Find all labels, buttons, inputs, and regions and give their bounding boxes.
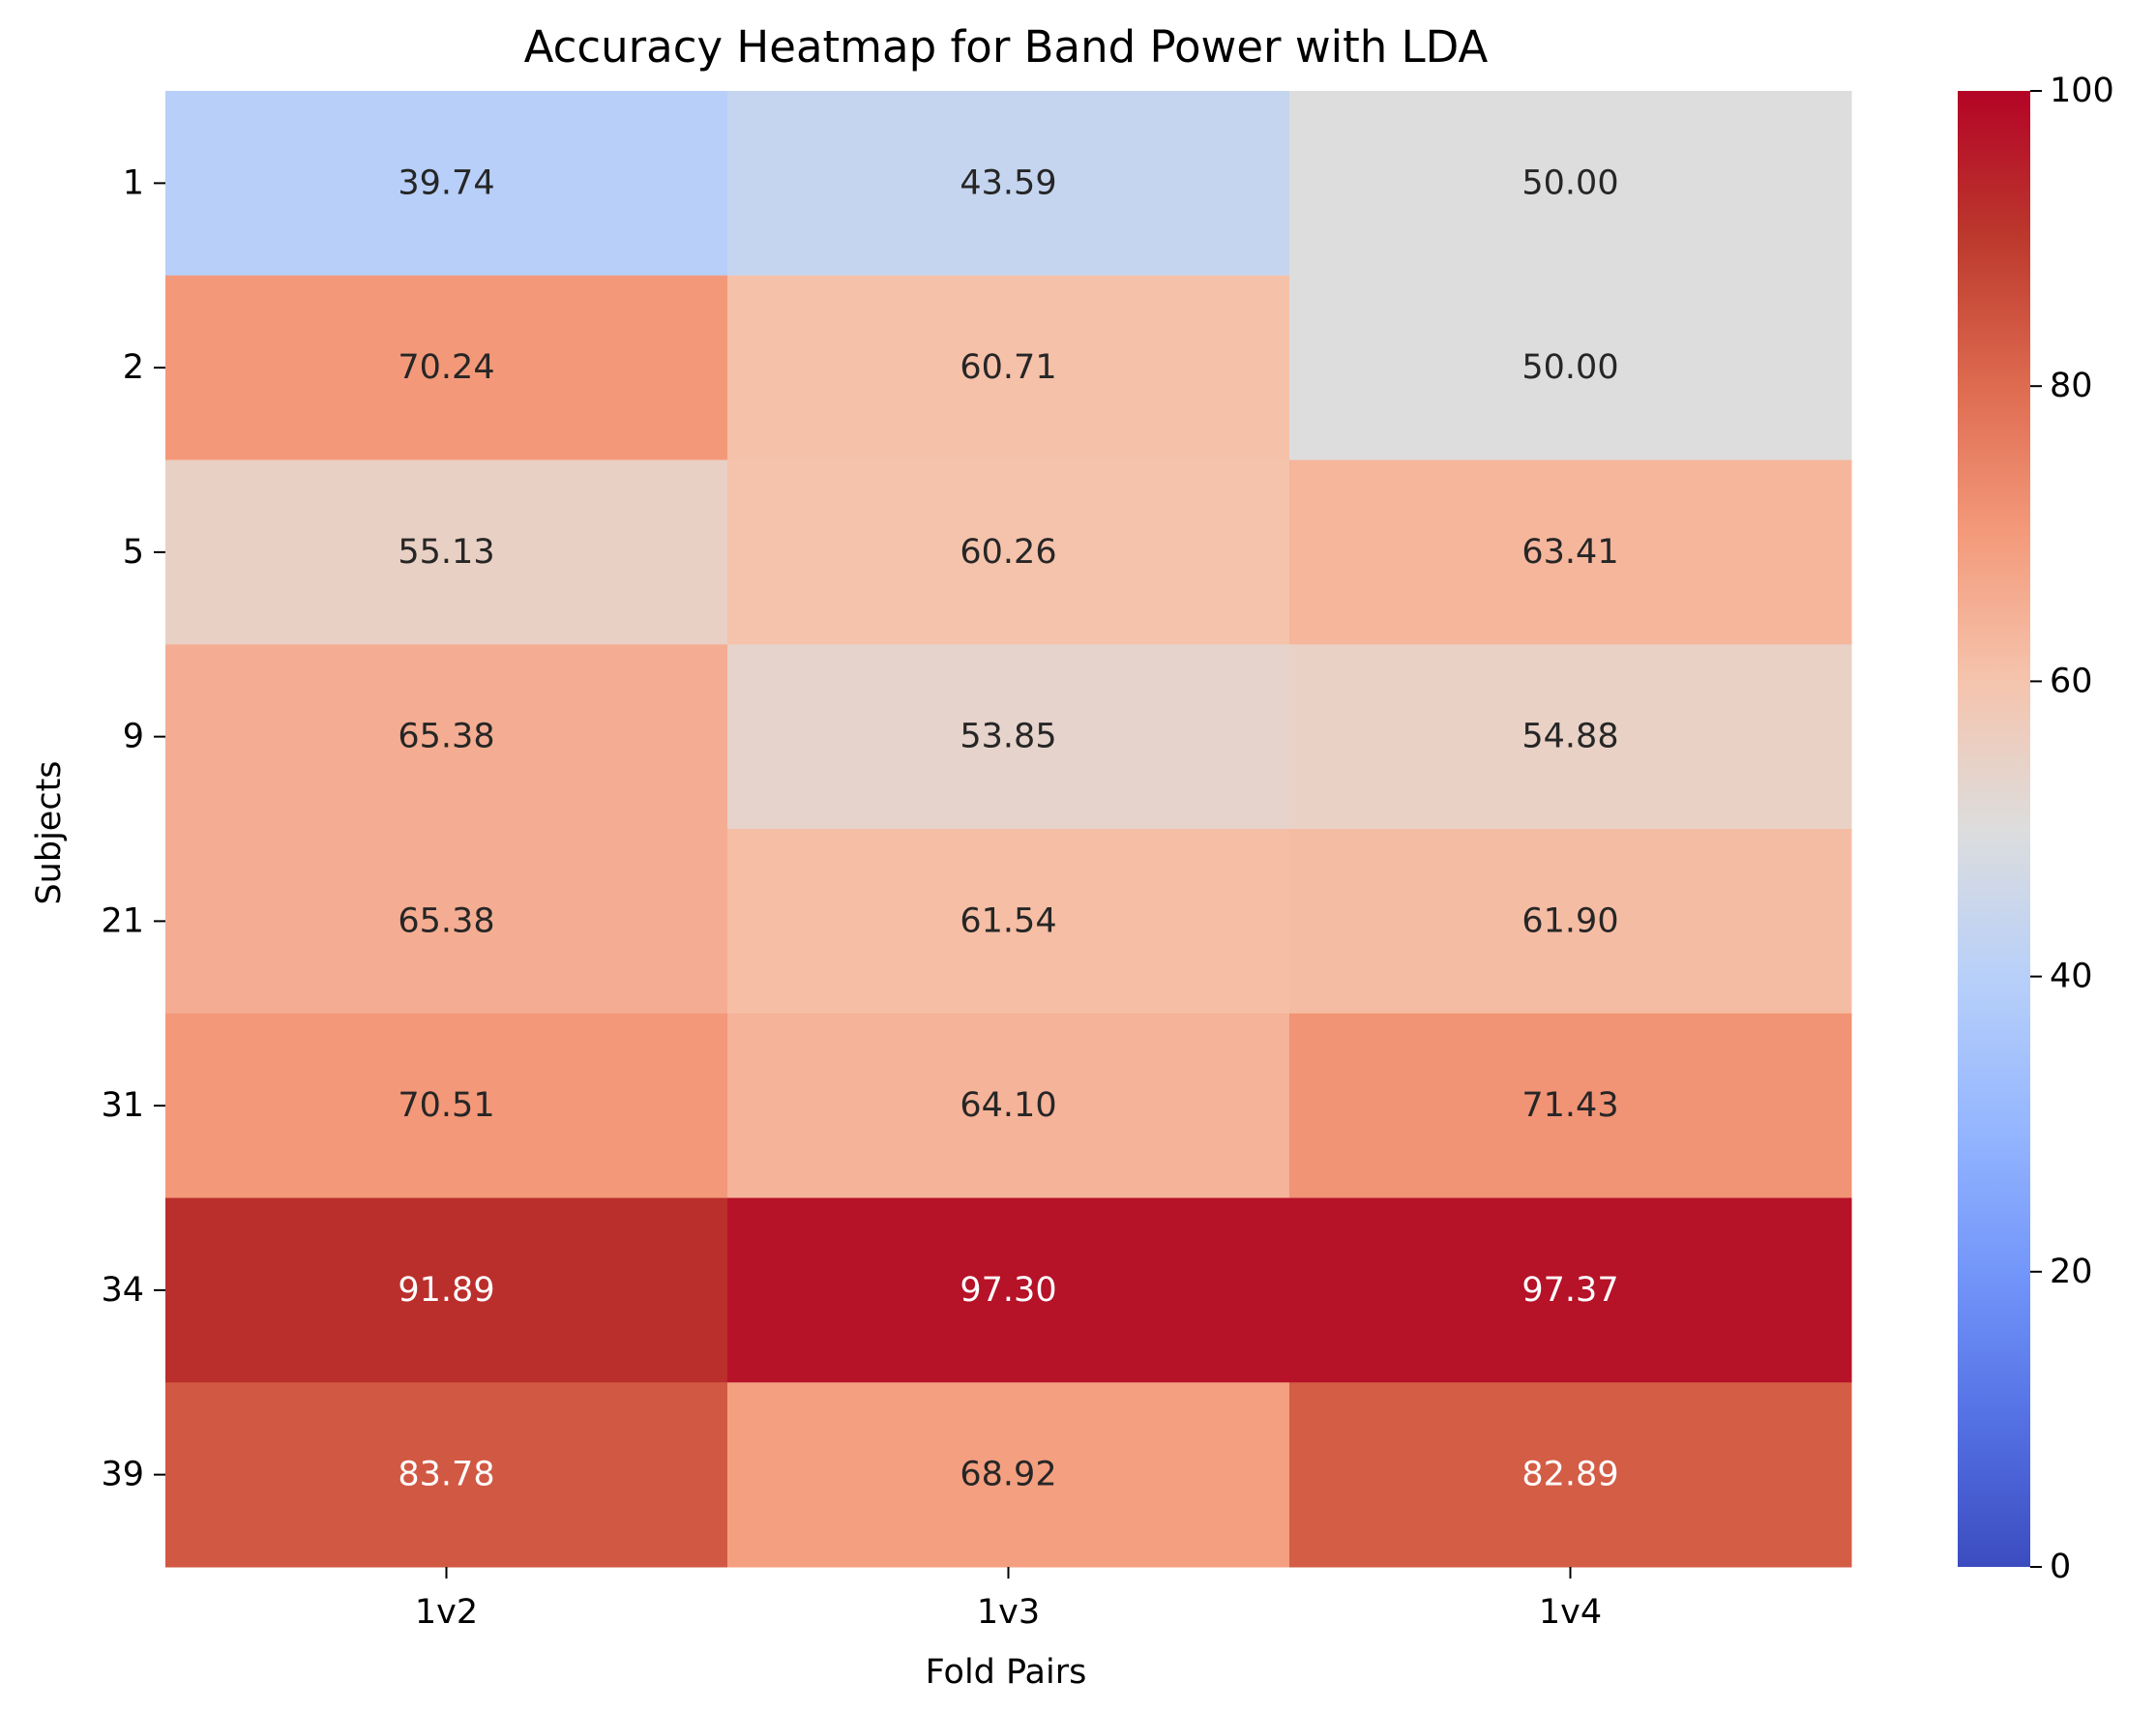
heatmap-cell bbox=[727, 91, 1290, 277]
cell-value-label: 91.89 bbox=[398, 1271, 494, 1310]
heatmap-cell bbox=[727, 275, 1290, 460]
heatmap-cell bbox=[1289, 829, 1852, 1015]
cell-value-label: 61.54 bbox=[960, 901, 1056, 940]
x-axis-label: Fold Pairs bbox=[926, 1653, 1087, 1692]
heatmap-cell bbox=[727, 1197, 1290, 1383]
y-axis: 1 2 5 9 21 31 34 39 bbox=[101, 163, 165, 1494]
heatmap-cell bbox=[727, 459, 1290, 645]
colorbar-tick-label: 60 bbox=[2050, 662, 2093, 700]
y-tick-label: 34 bbox=[101, 1271, 144, 1310]
heatmap-cell bbox=[165, 91, 728, 277]
colorbar-gradient bbox=[1958, 91, 2030, 1567]
cell-value-label: 70.24 bbox=[398, 348, 494, 387]
x-axis: 1v2 1v3 1v4 bbox=[415, 1567, 1602, 1632]
y-tick-label: 5 bbox=[123, 533, 144, 572]
cell-value-label: 71.43 bbox=[1521, 1086, 1618, 1125]
heatmap-cell bbox=[727, 829, 1290, 1015]
cell-value-label: 83.78 bbox=[398, 1456, 494, 1494]
heatmap-cell bbox=[1289, 1013, 1852, 1198]
heatmap-cell bbox=[165, 1197, 728, 1383]
cell-value-label: 82.89 bbox=[1521, 1456, 1618, 1494]
y-tick-label: 39 bbox=[101, 1456, 144, 1494]
cell-value-label: 97.37 bbox=[1521, 1271, 1618, 1310]
x-tick-label: 1v3 bbox=[977, 1593, 1040, 1632]
heatmap-cell bbox=[165, 644, 728, 830]
colorbar-tick-label: 100 bbox=[2050, 72, 2114, 110]
cell-value-label: 60.26 bbox=[960, 533, 1056, 572]
heatmap-cell bbox=[165, 459, 728, 645]
colorbar: 0 20 40 60 80 100 bbox=[1958, 72, 2114, 1586]
cell-value-label: 64.10 bbox=[960, 1086, 1056, 1125]
cell-value-label: 50.00 bbox=[1521, 163, 1618, 202]
heatmap-cell bbox=[165, 275, 728, 460]
cell-value-label: 60.71 bbox=[960, 348, 1056, 387]
y-tick-label: 31 bbox=[101, 1086, 144, 1125]
cell-value-label: 53.85 bbox=[960, 718, 1056, 756]
cell-value-label: 39.74 bbox=[398, 163, 494, 202]
cell-value-label: 50.00 bbox=[1521, 348, 1618, 387]
colorbar-tick-label: 40 bbox=[2050, 958, 2093, 996]
x-tick-label: 1v2 bbox=[415, 1593, 478, 1632]
heatmap-cell bbox=[1289, 1197, 1852, 1383]
heatmap-cell bbox=[165, 1013, 728, 1198]
colorbar-tick-label: 80 bbox=[2050, 367, 2093, 405]
y-tick-label: 2 bbox=[123, 348, 144, 387]
heatmap-cell bbox=[1289, 91, 1852, 277]
cell-value-label: 63.41 bbox=[1521, 533, 1618, 572]
heatmap-cell bbox=[727, 1382, 1290, 1568]
colorbar-tick-label: 0 bbox=[2050, 1548, 2071, 1586]
y-axis-label: Subjects bbox=[30, 760, 69, 904]
heatmap-cell bbox=[1289, 1382, 1852, 1568]
heatmap-cells: 39.74 43.59 50.00 70.24 60.71 50.00 55.13 60.26… bbox=[165, 91, 1852, 1568]
cell-value-label: 68.92 bbox=[960, 1456, 1056, 1494]
colorbar-tick-label: 20 bbox=[2050, 1253, 2093, 1291]
heatmap-cell bbox=[165, 1382, 728, 1568]
heatmap-cell bbox=[727, 1013, 1290, 1198]
x-tick-label: 1v4 bbox=[1539, 1593, 1602, 1632]
cell-value-label: 54.88 bbox=[1521, 718, 1618, 756]
cell-value-label: 43.59 bbox=[960, 163, 1056, 202]
cell-value-label: 55.13 bbox=[398, 533, 494, 572]
cell-value-label: 65.38 bbox=[398, 718, 494, 756]
heatmap-cell bbox=[165, 829, 728, 1015]
y-tick-label: 21 bbox=[101, 901, 144, 940]
heatmap-cell bbox=[1289, 459, 1852, 645]
y-tick-label: 1 bbox=[123, 163, 144, 202]
heatmap-cell bbox=[1289, 275, 1852, 460]
cell-value-label: 61.90 bbox=[1521, 901, 1618, 940]
cell-value-label: 70.51 bbox=[398, 1086, 494, 1125]
y-tick-label: 9 bbox=[123, 718, 144, 756]
cell-value-label: 97.30 bbox=[960, 1271, 1056, 1310]
chart-title: Accuracy Heatmap for Band Power with LDA bbox=[524, 21, 1489, 73]
cell-value-label: 65.38 bbox=[398, 901, 494, 940]
heatmap-cell bbox=[1289, 644, 1852, 830]
heatmap-cell bbox=[727, 644, 1290, 830]
